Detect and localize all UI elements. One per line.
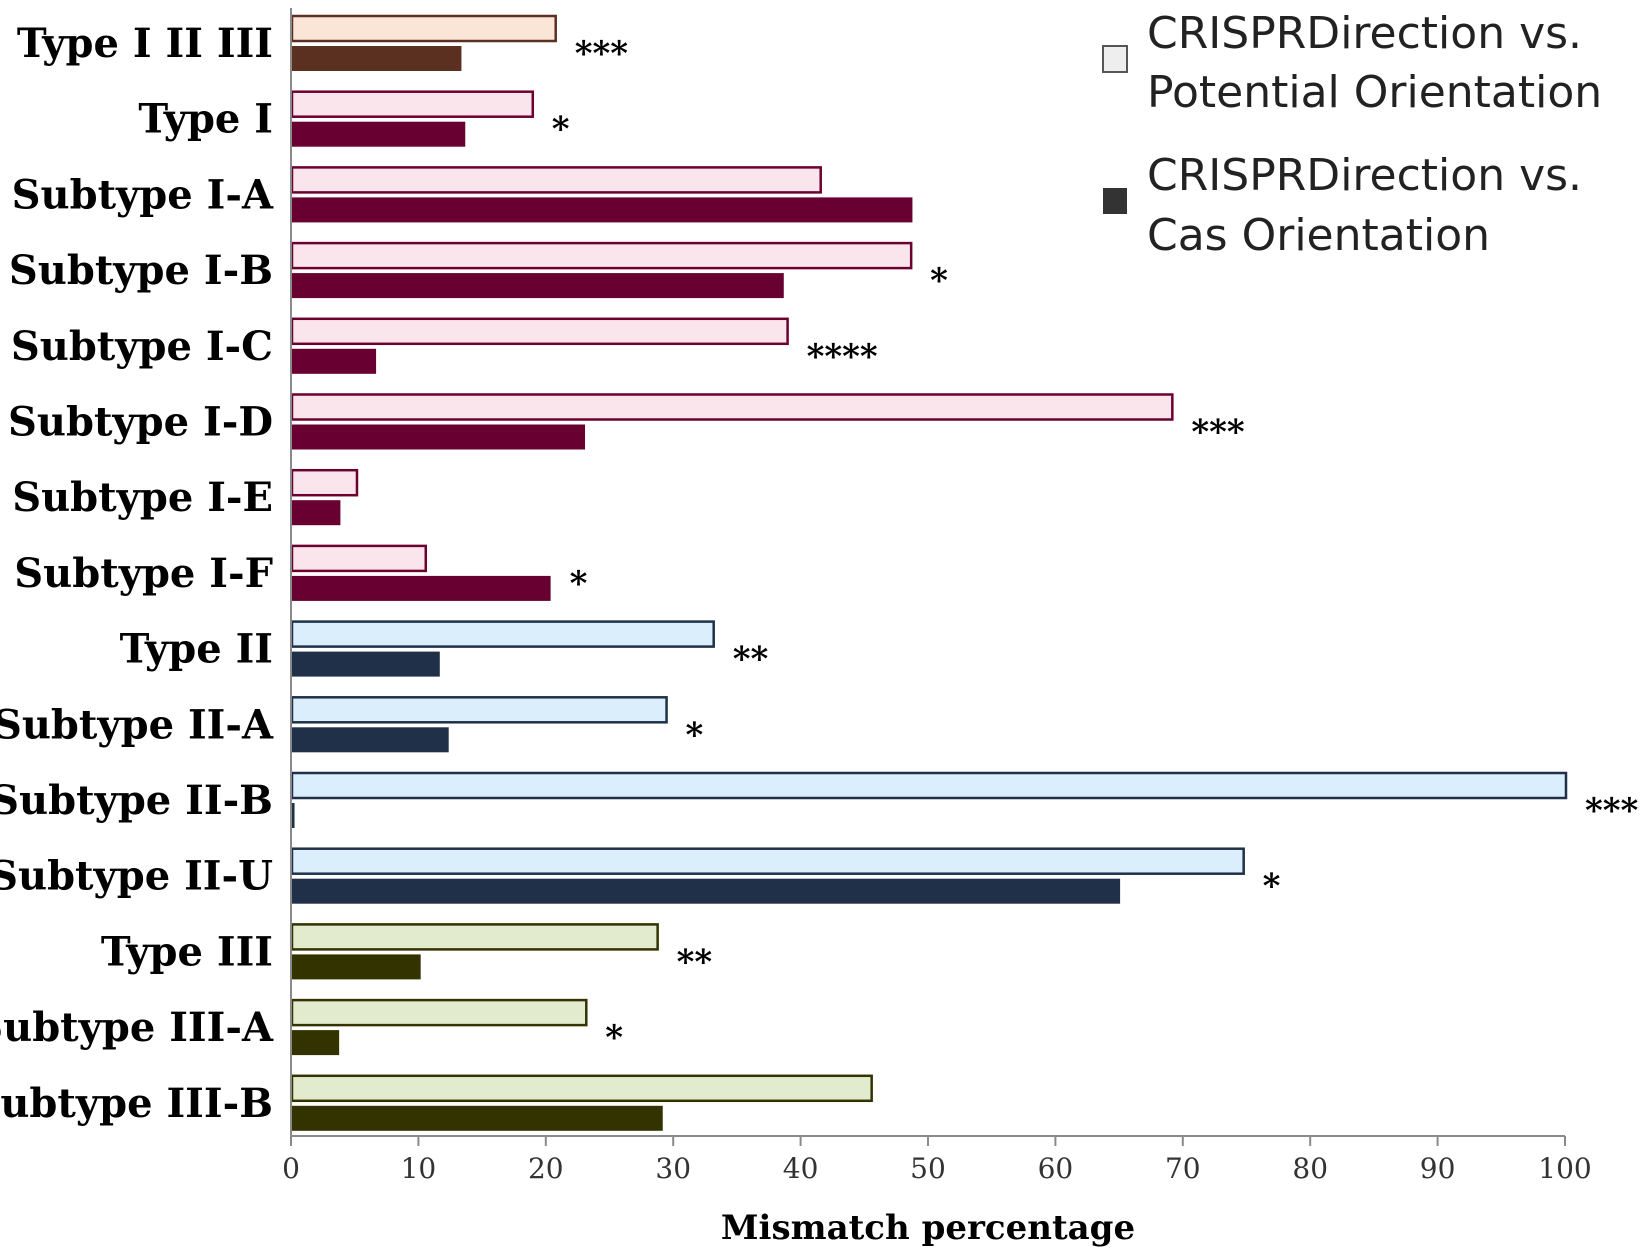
category-label: Type I (138, 96, 273, 143)
bar-cas (292, 1030, 340, 1056)
category-label: Subtype I-B (9, 247, 273, 294)
bar-cas (292, 575, 551, 601)
bar-cas (292, 803, 295, 828)
significance-label: * (686, 715, 704, 755)
legend-swatch-cas (1103, 188, 1127, 214)
category-label: Subtype I-C (11, 323, 273, 370)
bar-cas (292, 500, 341, 526)
x-tick-label: 100 (1538, 1152, 1591, 1185)
bar-potential (290, 696, 668, 724)
legend-label-potential-line1: CRISPRDirection vs. (1147, 8, 1582, 59)
significance-labels: *********************** (552, 34, 1639, 1058)
bar-potential (290, 14, 557, 43)
bar-cas (292, 954, 421, 980)
bar-cas (292, 424, 586, 450)
bar-cas (292, 348, 377, 374)
significance-label: * (1263, 867, 1281, 907)
bar-potential (290, 90, 535, 118)
x-axis-title: Mismatch percentage (721, 1208, 1135, 1248)
x-ticks: 0 10 20 30 40 50 60 70 80 90 100 (282, 1136, 1592, 1185)
bar-potential (290, 923, 659, 951)
significance-label: ** (733, 640, 769, 680)
category-label: Type I II III (17, 20, 273, 67)
x-tick-label: 40 (783, 1152, 819, 1185)
x-tick-label: 10 (401, 1152, 437, 1185)
category-label: Subtype II-B (0, 777, 273, 824)
category-label: Subtype I-F (14, 550, 273, 597)
bar-cas (292, 121, 466, 147)
x-tick-label: 70 (1165, 1152, 1201, 1185)
bar-potential (290, 998, 588, 1027)
significance-label: * (552, 110, 570, 150)
legend: CRISPRDirection vs. Potential Orientatio… (1102, 8, 1602, 261)
bar-cas (292, 46, 462, 71)
bar-potential (290, 1074, 873, 1103)
significance-label: *** (575, 34, 629, 74)
bar-potential (290, 771, 1568, 800)
bar-cas (292, 197, 913, 223)
x-tick-label: 0 (282, 1152, 300, 1185)
category-label: Subtype II-U (0, 853, 273, 900)
significance-label: * (570, 564, 588, 604)
category-label: Type III (101, 928, 273, 975)
bar-potential (290, 620, 715, 648)
category-label: Subtype I-A (12, 171, 274, 218)
significance-label: *** (1191, 413, 1245, 453)
category-label: Subtype I-E (12, 474, 273, 521)
legend-label-potential-line2: Potential Orientation (1147, 67, 1602, 118)
significance-label: * (605, 1018, 623, 1058)
category-label: Subtype I-D (8, 399, 273, 446)
category-labels: Type I II III Type I Subtype I-A Subtype I-… (0, 20, 274, 1127)
bar-cas (292, 727, 449, 753)
x-tick-label: 80 (1292, 1152, 1328, 1185)
category-label: Type II (120, 626, 273, 673)
x-tick-label: 90 (1420, 1152, 1456, 1185)
bar-potential (290, 847, 1245, 875)
bar-cas (292, 878, 1121, 904)
x-tick-label: 50 (910, 1152, 946, 1185)
bar-potential (290, 393, 1174, 421)
x-tick-label: 20 (528, 1152, 564, 1185)
x-tick-label: 30 (655, 1152, 691, 1185)
legend-label-cas-line2: Cas Orientation (1147, 210, 1490, 261)
bar-potential (290, 468, 359, 497)
x-tick-label: 60 (1038, 1152, 1074, 1185)
category-label: Subtype III-B (0, 1080, 273, 1127)
significance-label: * (930, 261, 948, 301)
bar-potential (290, 241, 913, 270)
bar-potential (290, 166, 822, 194)
significance-label: **** (807, 337, 878, 377)
bar-potential (290, 544, 428, 573)
category-label: Subtype III-A (0, 1004, 274, 1051)
significance-label: ** (677, 942, 713, 982)
significance-label: *** (1585, 791, 1639, 831)
bar-cas (292, 651, 440, 677)
bars-layer (290, 14, 1568, 1131)
bar-cas (292, 1105, 663, 1131)
category-label: Subtype II-A (0, 701, 274, 748)
legend-swatch-potential (1102, 45, 1128, 73)
legend-label-cas-line1: CRISPRDirection vs. (1147, 150, 1582, 201)
bar-cas (292, 273, 784, 299)
bar-potential (290, 317, 789, 346)
